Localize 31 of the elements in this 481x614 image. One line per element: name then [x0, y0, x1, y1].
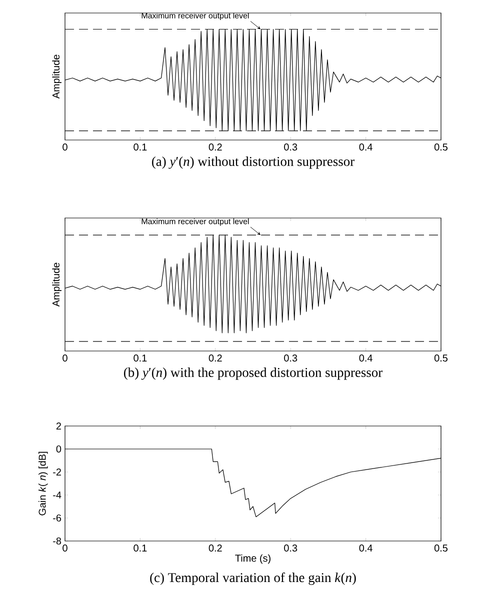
y-axis-title: Gain k( n) [dB]: [38, 452, 48, 516]
x-tick-label: 0.4: [359, 544, 372, 552]
x-tick-label: 0.3: [284, 354, 298, 362]
y-axis-title: Amplitude: [52, 262, 62, 307]
x-tick-label: 0.1: [134, 354, 147, 362]
x-tick-label: 0: [62, 354, 68, 362]
x-tick-label: 0.3: [284, 544, 298, 552]
x-tick-label: 0.2: [208, 354, 222, 362]
text: (b) y′(n) with the proposed distortion suppressor: [124, 368, 382, 380]
y-axis-title: Amplitude: [52, 54, 62, 99]
x-tick-label: 0.2: [208, 144, 222, 151]
text: (a) y′(n) without distortion suppressor: [152, 156, 354, 169]
y-tick-label: 0: [56, 445, 62, 453]
x-tick-label: 0.1: [134, 544, 147, 552]
x-tick-label: 0: [62, 544, 68, 552]
y-tick-label: -8: [53, 537, 62, 545]
x-tick-label: 0.5: [434, 144, 448, 151]
x-tick-label: 0: [62, 144, 68, 151]
y-tick-label: -2: [53, 468, 61, 476]
x-tick-label: 0.3: [284, 144, 298, 151]
x-tick-label: 0.4: [359, 354, 372, 362]
x-tick-label: 0.4: [359, 144, 372, 151]
x-tick-label: 0.1: [134, 144, 147, 151]
y-tick-label: 2: [56, 422, 61, 430]
y-tick-label: -6: [53, 514, 62, 522]
text: (c) Temporal variation of the gain k(n): [150, 572, 356, 585]
x-tick-label: 0.5: [434, 354, 448, 362]
x-tick-label: 0.2: [208, 544, 222, 552]
y-tick-label: -4: [53, 492, 62, 498]
x-axis-title: Time (s): [235, 554, 270, 564]
x-tick-label: 0.5: [434, 544, 448, 552]
